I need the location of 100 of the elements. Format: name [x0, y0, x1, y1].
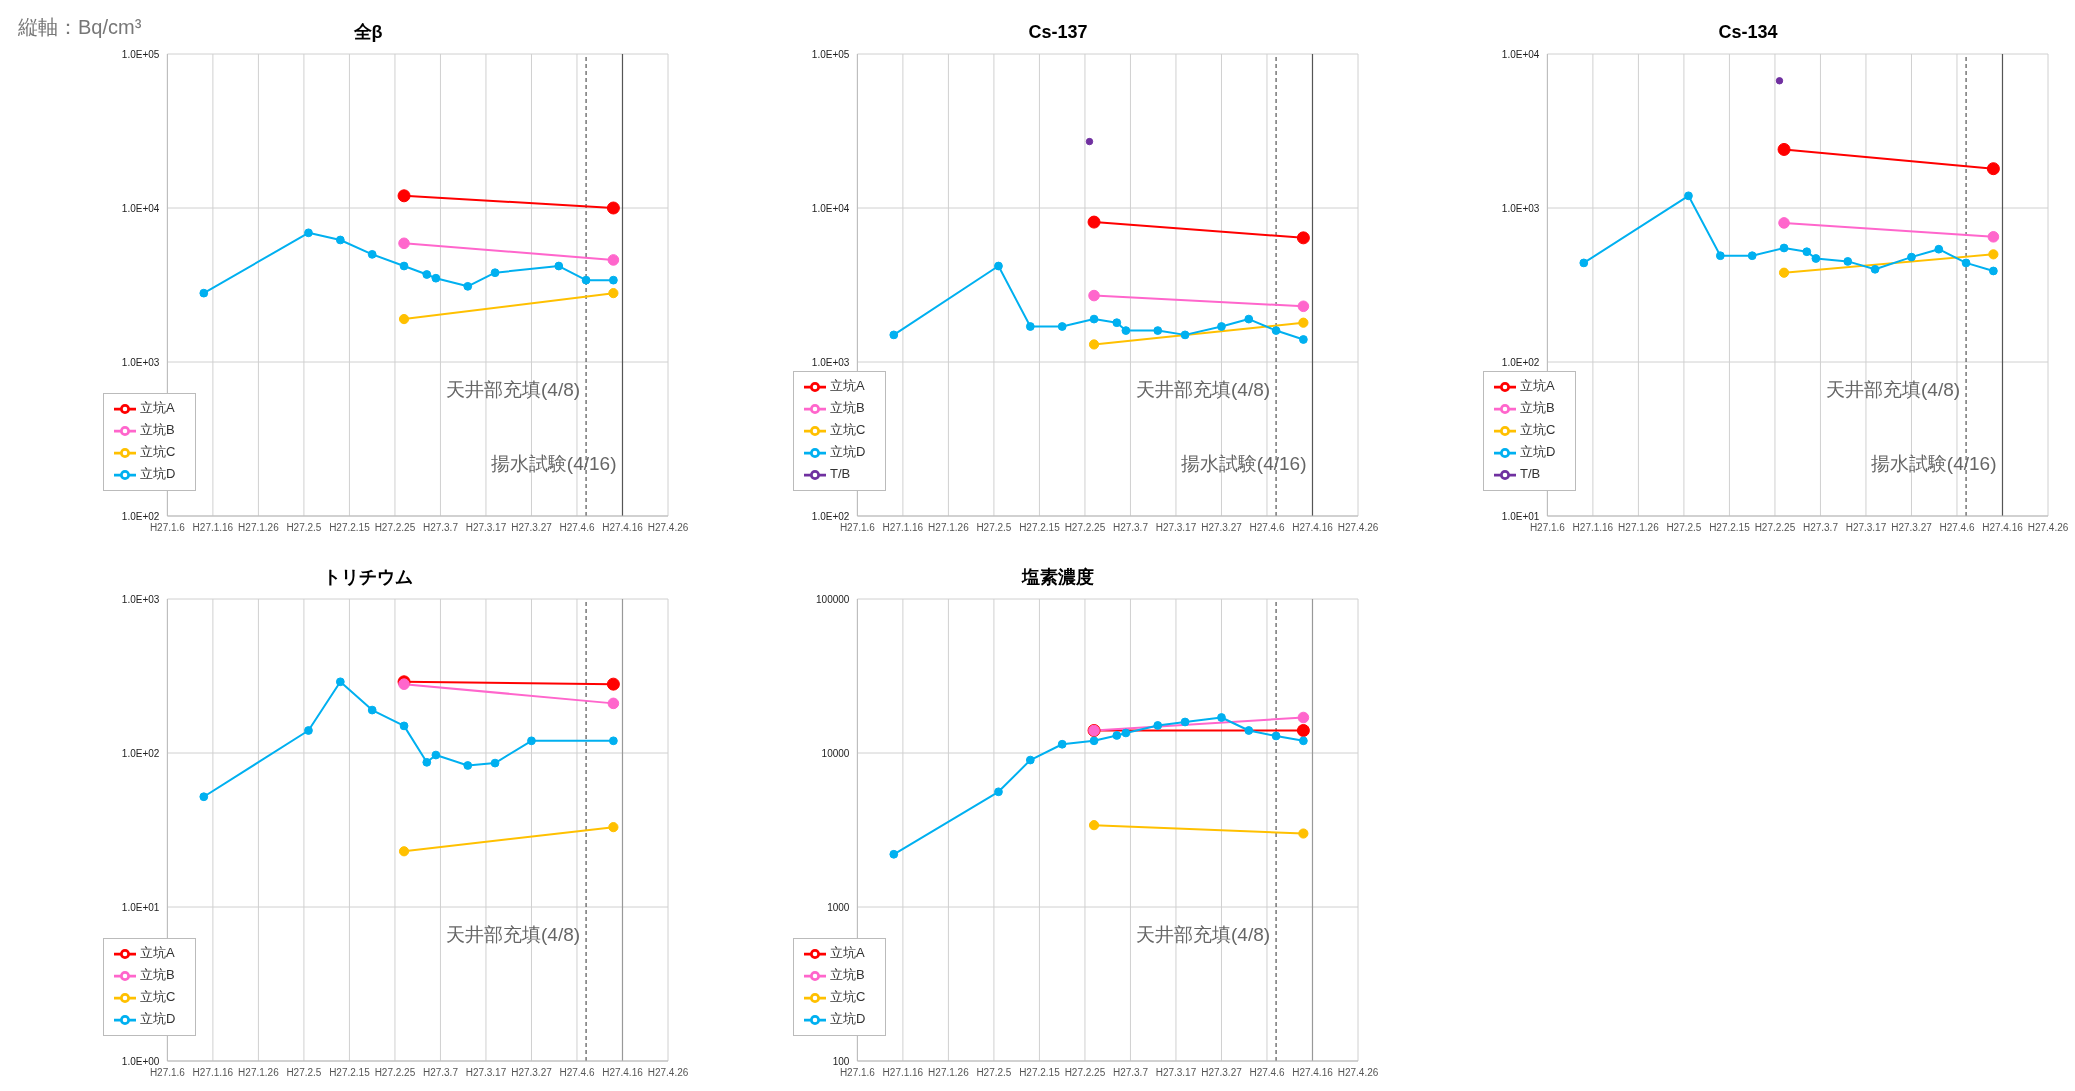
- x-tick-label: H27.3.27: [1891, 522, 1933, 534]
- legend-label: 立坑B: [830, 400, 865, 416]
- x-tick-label: H27.2.15: [1019, 522, 1061, 534]
- y-tick-label: 1.0E+00: [121, 1055, 160, 1067]
- y-tick-label: 1.0E+01: [121, 901, 160, 913]
- ref-line-label: 天井部充填(4/8): [1136, 378, 1271, 400]
- y-tick-label: 1000: [827, 901, 850, 913]
- y-tick-label: 1.0E+04: [121, 202, 160, 214]
- x-tick-label: H27.3.17: [465, 1067, 507, 1079]
- y-tick-label: 10000: [821, 747, 850, 759]
- x-tick-label: H27.4.6: [559, 522, 595, 534]
- legend-label: 立坑B: [1520, 400, 1555, 416]
- legend-label: 立坑C: [830, 989, 866, 1005]
- legend-label: 立坑A: [140, 400, 175, 416]
- x-tick-label: H27.4.16: [1292, 522, 1334, 534]
- y-tick-label: 1.0E+04: [1501, 48, 1540, 60]
- x-tick-label: H27.2.15: [329, 522, 371, 534]
- legend-label: 立坑C: [140, 989, 176, 1005]
- y-tick-label: 100: [832, 1055, 850, 1067]
- y-tick-label: 1.0E+02: [121, 510, 160, 522]
- legend-label: 立坑C: [830, 422, 866, 438]
- legend-label: 立坑A: [1520, 378, 1555, 394]
- x-tick-label: H27.4.6: [1939, 522, 1975, 534]
- x-tick-label: H27.1.26: [238, 522, 280, 534]
- legend-label: 立坑D: [830, 1011, 866, 1027]
- x-tick-label: H27.2.15: [1019, 1067, 1061, 1079]
- chart-title: 塩素濃度: [1020, 566, 1095, 589]
- x-tick-label: H27.3.17: [1845, 522, 1887, 534]
- legend-label: 立坑C: [1520, 422, 1556, 438]
- y-tick-label: 1.0E+03: [121, 593, 160, 605]
- y-tick-label: 1.0E+03: [811, 356, 850, 368]
- x-tick-label: H27.1.26: [238, 1067, 280, 1079]
- y-tick-label: 1.0E+05: [121, 48, 160, 60]
- legend-label: 立坑D: [1520, 444, 1556, 460]
- x-tick-label: H27.2.5: [286, 1067, 322, 1079]
- ref-line-label: 揚水試験(4/16): [490, 452, 617, 474]
- y-tick-label: 1.0E+03: [1501, 202, 1540, 214]
- x-tick-label: H27.1.6: [1529, 522, 1566, 534]
- legend-label: 立坑B: [830, 967, 865, 983]
- x-tick-label: H27.1.16: [192, 1067, 234, 1079]
- y-tick-label: 1.0E+02: [121, 747, 160, 759]
- x-tick-label: H27.2.25: [1064, 1067, 1106, 1079]
- x-tick-label: H27.4.26: [1337, 522, 1379, 534]
- ref-line-label: 天井部充填(4/8): [1826, 378, 1961, 400]
- x-tick-label: H27.1.26: [928, 1067, 970, 1079]
- x-tick-label: H27.3.17: [1155, 1067, 1197, 1079]
- x-tick-label: H27.2.25: [374, 522, 416, 534]
- legend-label: 立坑D: [140, 466, 176, 482]
- ref-line-label: 揚水試験(4/16): [1870, 452, 1997, 474]
- ref-line-label: 揚水試験(4/16): [1180, 452, 1307, 474]
- x-tick-label: H27.1.16: [882, 522, 924, 534]
- legend-label: 立坑B: [140, 967, 175, 983]
- legend-label: 立坑D: [140, 1011, 176, 1027]
- ref-line-label: 天井部充填(4/8): [1136, 923, 1271, 945]
- x-tick-label: H27.3.7: [422, 1067, 459, 1079]
- x-tick-label: H27.4.16: [1292, 1067, 1334, 1079]
- x-tick-label: H27.3.27: [511, 1067, 553, 1079]
- x-tick-label: H27.3.17: [1155, 522, 1197, 534]
- legend-label: 立坑D: [830, 444, 866, 460]
- x-tick-label: H27.3.27: [1201, 522, 1243, 534]
- legend-label: 立坑B: [140, 422, 175, 438]
- y-tick-label: 1.0E+04: [811, 202, 850, 214]
- x-tick-label: H27.4.16: [602, 522, 644, 534]
- x-tick-label: H27.2.15: [1709, 522, 1751, 534]
- x-tick-label: H27.2.5: [976, 1067, 1012, 1079]
- y-tick-label: 1.0E+02: [1501, 356, 1540, 368]
- x-tick-label: H27.4.26: [647, 522, 689, 534]
- legend-label: 立坑C: [140, 444, 176, 460]
- x-tick-label: H27.3.27: [511, 522, 553, 534]
- x-tick-label: H27.4.6: [559, 1067, 595, 1079]
- x-tick-label: H27.4.26: [1337, 1067, 1379, 1079]
- x-tick-label: H27.1.16: [192, 522, 234, 534]
- text: 縦軸：Bq/cm³: [18, 15, 142, 40]
- x-tick-label: H27.3.7: [1112, 522, 1149, 534]
- x-tick-label: H27.3.7: [422, 522, 459, 534]
- x-tick-label: H27.1.6: [839, 522, 876, 534]
- x-tick-label: H27.3.17: [465, 522, 507, 534]
- x-tick-label: H27.2.25: [1754, 522, 1796, 534]
- legend-label: T/B: [1520, 466, 1541, 482]
- y-tick-label: 1.0E+01: [1501, 510, 1540, 522]
- x-tick-label: H27.4.26: [2027, 522, 2069, 534]
- legend-label: 立坑A: [830, 945, 865, 961]
- ref-line-label: 天井部充填(4/8): [446, 923, 581, 945]
- x-tick-label: H27.2.25: [1064, 522, 1106, 534]
- x-tick-label: H27.1.26: [1618, 522, 1660, 534]
- x-tick-label: H27.4.16: [1982, 522, 2024, 534]
- legend-label: T/B: [830, 466, 851, 482]
- x-tick-label: H27.4.26: [647, 1067, 689, 1079]
- legend-label: 立坑A: [140, 945, 175, 961]
- y-tick-label: 1.0E+02: [811, 510, 850, 522]
- x-tick-label: H27.3.7: [1802, 522, 1839, 534]
- x-tick-label: H27.2.5: [1666, 522, 1702, 534]
- x-tick-label: H27.2.25: [374, 1067, 416, 1079]
- x-tick-label: H27.3.27: [1201, 1067, 1243, 1079]
- x-tick-label: H27.2.5: [286, 522, 322, 534]
- x-tick-label: H27.1.6: [149, 522, 186, 534]
- y-tick-label: 1.0E+03: [121, 356, 160, 368]
- y-tick-label: 1.0E+05: [811, 48, 850, 60]
- chart-title: Cs-137: [1027, 21, 1089, 44]
- x-tick-label: H27.1.6: [839, 1067, 876, 1079]
